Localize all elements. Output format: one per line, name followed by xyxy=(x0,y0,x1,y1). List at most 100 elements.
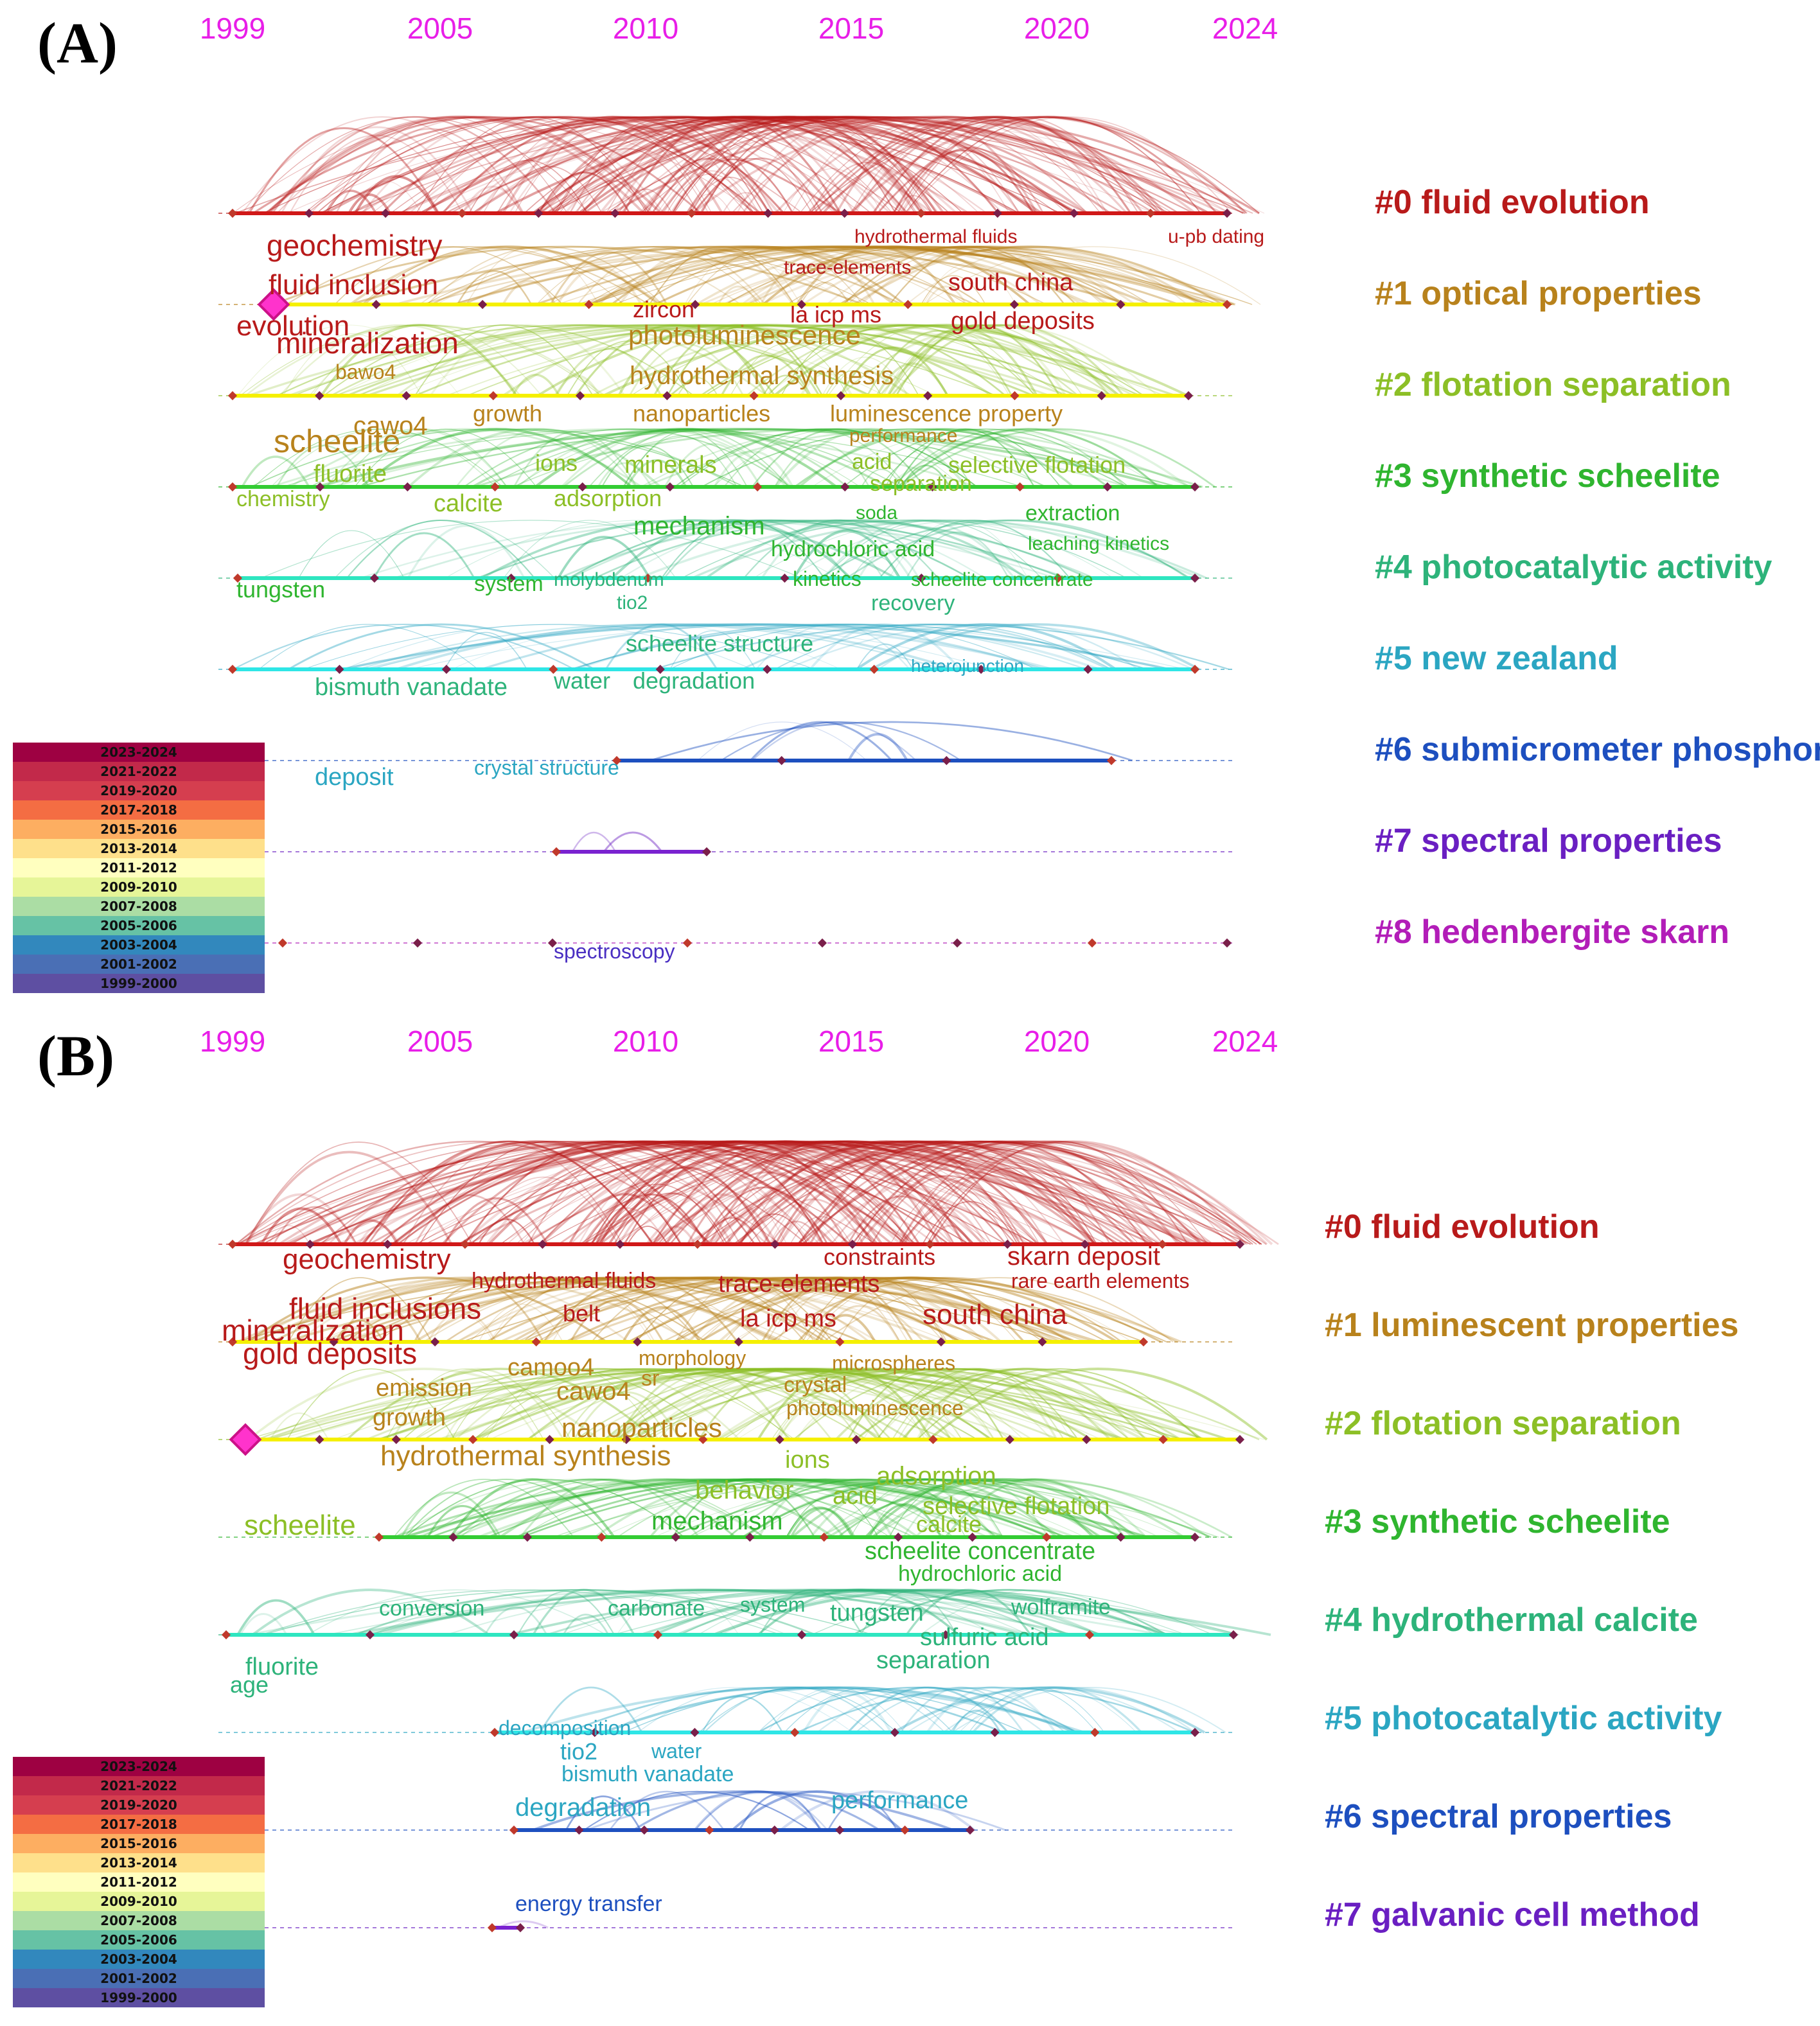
citation-arc xyxy=(701,1277,956,1343)
citation-arc xyxy=(698,1687,897,1733)
citation-arc xyxy=(344,624,753,670)
citation-arc xyxy=(670,116,917,215)
citation-arc xyxy=(640,1589,1169,1636)
citation-arc xyxy=(271,116,557,214)
citation-arc xyxy=(761,1276,914,1343)
timeline-chart-b: 1999 2005 2010 2015 2020 2024 #0 fluid e… xyxy=(200,1025,1739,1934)
keyword-label: trace-elements xyxy=(784,257,911,278)
citation-arc xyxy=(837,1292,948,1343)
keyword-node xyxy=(1054,573,1063,583)
citation-arc xyxy=(689,1141,1262,1245)
citation-arc xyxy=(334,520,555,579)
citation-arc xyxy=(585,1790,1006,1831)
citation-arc xyxy=(536,1277,985,1343)
citation-arc xyxy=(763,374,809,396)
citation-arc xyxy=(722,192,770,214)
citation-arc xyxy=(699,157,824,214)
citation-arc xyxy=(809,623,961,671)
citation-arc xyxy=(653,1479,1183,1538)
citation-arc xyxy=(741,245,1042,306)
citation-arc xyxy=(905,1589,1032,1635)
citation-arc xyxy=(688,1479,1063,1538)
citation-arc xyxy=(245,116,589,214)
citation-arc xyxy=(336,324,885,396)
citation-arc xyxy=(326,116,568,214)
citation-arc xyxy=(691,158,813,214)
citation-arc xyxy=(626,459,687,488)
citation-arc xyxy=(297,1276,629,1343)
citation-arc xyxy=(851,1141,1200,1245)
keyword-node xyxy=(835,1825,845,1835)
keyword-node xyxy=(578,482,587,492)
keyword-label: hydrochloric acid xyxy=(771,537,935,561)
citation-arc xyxy=(766,1687,905,1733)
keyword-node xyxy=(1069,208,1079,218)
keyword-label: fluid inclusion xyxy=(269,269,438,301)
citation-arc xyxy=(847,1686,1009,1734)
citation-arc xyxy=(710,246,1201,305)
citation-arc xyxy=(895,324,1061,396)
citation-arc xyxy=(549,116,964,214)
keyword-label: ions xyxy=(535,450,578,476)
keyword-label: conversion xyxy=(379,1596,484,1621)
year-tick: 1999 xyxy=(200,12,265,45)
citation-arc xyxy=(929,1140,1188,1245)
citation-arc xyxy=(851,116,1144,214)
year-tick: 2005 xyxy=(407,12,473,45)
citation-arc xyxy=(583,1368,1033,1441)
citation-arc xyxy=(237,1276,784,1343)
keyword-label: zircon xyxy=(633,296,694,322)
citation-arc xyxy=(885,447,973,488)
citation-arc xyxy=(527,1368,880,1441)
citation-arc xyxy=(717,285,759,305)
citation-arc xyxy=(817,116,1248,214)
citation-arc xyxy=(669,630,756,670)
citation-arc xyxy=(394,1478,764,1538)
keyword-node xyxy=(928,482,937,492)
citation-arc xyxy=(641,1368,1172,1440)
citation-arc xyxy=(261,1589,781,1635)
keyword-label: scheelite xyxy=(244,1510,356,1541)
citation-arc xyxy=(366,1368,1059,1441)
keyword-label: performance xyxy=(849,425,957,446)
keyword-node xyxy=(965,1825,975,1835)
citation-arc xyxy=(764,324,1116,397)
keyword-node xyxy=(770,1825,779,1835)
keyword-node xyxy=(869,664,879,674)
keyword-node xyxy=(1228,1630,1239,1640)
citation-arc xyxy=(825,370,882,396)
citation-arc xyxy=(484,1606,548,1635)
citation-arc xyxy=(558,116,893,214)
citation-arc xyxy=(613,1589,1240,1635)
citation-arc xyxy=(800,281,850,305)
citation-arc xyxy=(531,116,1058,214)
keyword-label: tungsten xyxy=(830,1599,924,1626)
citation-arc xyxy=(473,1368,1079,1441)
citation-arc xyxy=(522,1277,831,1343)
citation-arc xyxy=(738,1141,1150,1245)
citation-arc xyxy=(646,1140,1267,1246)
citation-arc xyxy=(570,519,1030,579)
citation-arc xyxy=(441,1140,835,1246)
citation-arc xyxy=(535,245,1179,306)
cluster-label: #3 synthetic scheelite xyxy=(1375,457,1720,495)
citation-arc xyxy=(738,1793,822,1831)
citation-arc xyxy=(373,532,475,579)
citation-arc xyxy=(379,1589,1023,1636)
citation-arc xyxy=(357,324,1108,397)
legend-swatch: 2007-2008 xyxy=(13,897,265,916)
citation-arc xyxy=(678,428,978,488)
citation-arc xyxy=(575,180,650,214)
citation-arc xyxy=(627,1277,1108,1343)
keyword-node xyxy=(478,299,488,310)
citation-arc xyxy=(413,1368,795,1440)
citation-arc xyxy=(796,1411,860,1440)
citation-arc xyxy=(424,246,872,305)
citation-arc xyxy=(903,1418,952,1440)
citation-arc xyxy=(623,1154,825,1245)
keyword-label: tio2 xyxy=(617,592,648,613)
citation-arc xyxy=(545,116,1174,214)
citation-arc xyxy=(403,1145,623,1245)
citation-arc xyxy=(890,1176,1040,1245)
keyword-label: trace-elements xyxy=(718,1271,879,1298)
